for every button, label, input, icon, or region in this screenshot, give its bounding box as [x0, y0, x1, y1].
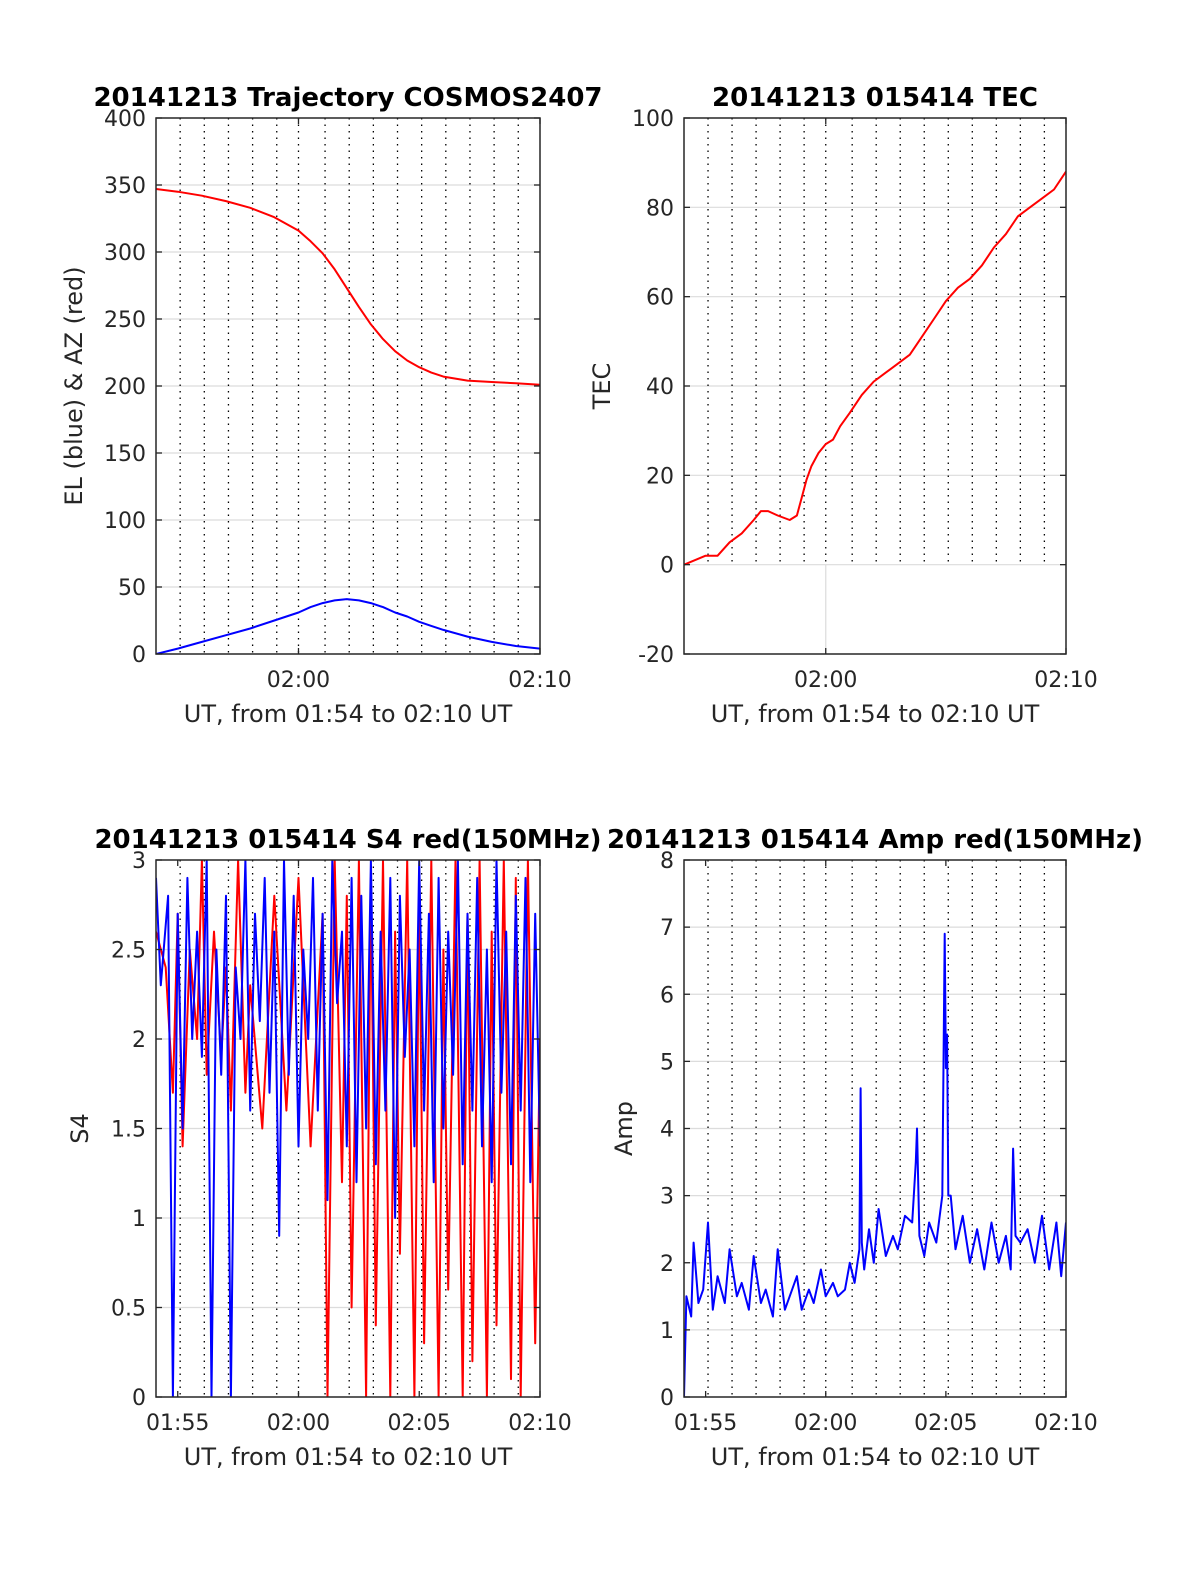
y-tick-label: 2.5 — [111, 939, 146, 964]
y-tick-label: 400 — [104, 107, 146, 132]
data-series-line — [156, 188, 540, 386]
data-series-line — [156, 598, 540, 654]
y-tick-label: 60 — [646, 286, 674, 311]
data-series-line — [156, 860, 540, 1397]
x-tick-label: 02:00 — [794, 1411, 857, 1436]
y-tick-label: 5 — [660, 1050, 674, 1075]
chart-title: 20141213 015414 Amp red(150MHz) — [607, 825, 1143, 855]
x-tick-label: 02:00 — [267, 1411, 330, 1436]
x-tick-label: 02:00 — [267, 668, 330, 693]
y-tick-label: 7 — [660, 916, 674, 941]
x-tick-label: 01:55 — [674, 1411, 737, 1436]
y-tick-label: 50 — [118, 576, 146, 601]
x-axis-label: UT, from 01:54 to 02:10 UT — [711, 1443, 1040, 1471]
data-series-line — [684, 171, 1066, 566]
y-tick-label: 0 — [660, 554, 674, 579]
chart-title: 20141213 Trajectory COSMOS2407 — [93, 83, 602, 113]
y-tick-label: 300 — [104, 241, 146, 266]
y-axis-label: TEC — [588, 363, 616, 411]
y-tick-label: 2 — [132, 1028, 146, 1053]
y-tick-label: 0 — [132, 1386, 146, 1411]
y-tick-label: 1.5 — [111, 1118, 146, 1143]
y-tick-label: 1 — [660, 1319, 674, 1344]
y-tick-label: 1 — [132, 1207, 146, 1232]
y-tick-label: 2 — [660, 1252, 674, 1277]
y-tick-label: 6 — [660, 983, 674, 1008]
y-axis-label: EL (blue) & AZ (red) — [60, 266, 88, 505]
panel-tec: -20 0 20 40 60 80 100 02:00 02:10 20141213 015414… — [588, 83, 1098, 728]
y-tick-label: 100 — [632, 107, 674, 132]
x-tick-label: 02:10 — [508, 1411, 571, 1436]
y-tick-label: 80 — [646, 196, 674, 221]
y-tick-label: 3 — [660, 1185, 674, 1210]
y-axis-label: Amp — [610, 1101, 638, 1156]
x-tick-label: 02:00 — [794, 668, 857, 693]
chart-title: 20141213 015414 TEC — [712, 83, 1038, 113]
x-tick-label: 02:10 — [1034, 668, 1097, 693]
y-tick-label: -20 — [638, 643, 674, 668]
x-axis-label: UT, from 01:54 to 02:10 UT — [711, 700, 1040, 728]
x-tick-label: 02:10 — [1034, 1411, 1097, 1436]
panel-s4: 0 0.5 1 1.5 2 2.5 3 01:55 02:00 02:05 02:10 2014121… — [66, 825, 602, 1471]
y-axis-label: S4 — [66, 1113, 94, 1144]
y-tick-label: 0 — [660, 1386, 674, 1411]
chart-title: 20141213 015414 S4 red(150MHz) — [94, 825, 601, 855]
panel-amp: 0 1 2 3 4 5 6 7 8 01:55 02:00 02:05 02:10 20141213 01… — [607, 825, 1143, 1471]
y-tick-label: 350 — [104, 174, 146, 199]
y-tick-label: 4 — [660, 1118, 674, 1143]
y-tick-label: 8 — [660, 849, 674, 874]
y-tick-label: 150 — [104, 442, 146, 467]
data-series-line — [684, 932, 1066, 1397]
x-tick-label: 02:05 — [388, 1411, 451, 1436]
y-tick-label: 40 — [646, 375, 674, 400]
y-tick-label: 0 — [132, 643, 146, 668]
y-tick-label: 100 — [104, 509, 146, 534]
x-tick-label: 02:05 — [914, 1411, 977, 1436]
x-axis-label: UT, from 01:54 to 02:10 UT — [184, 700, 513, 728]
x-tick-label: 02:10 — [508, 668, 571, 693]
y-tick-label: 200 — [104, 375, 146, 400]
y-tick-label: 3 — [132, 849, 146, 874]
y-tick-label: 250 — [104, 308, 146, 333]
x-axis-label: UT, from 01:54 to 02:10 UT — [184, 1443, 513, 1471]
y-tick-label: 20 — [646, 464, 674, 489]
y-tick-label: 0.5 — [111, 1297, 146, 1322]
panel-trajectory: 0 50 100 150 200 250 300 350 400 02:00 02:10 201412… — [60, 83, 603, 728]
x-tick-label: 01:55 — [146, 1411, 209, 1436]
